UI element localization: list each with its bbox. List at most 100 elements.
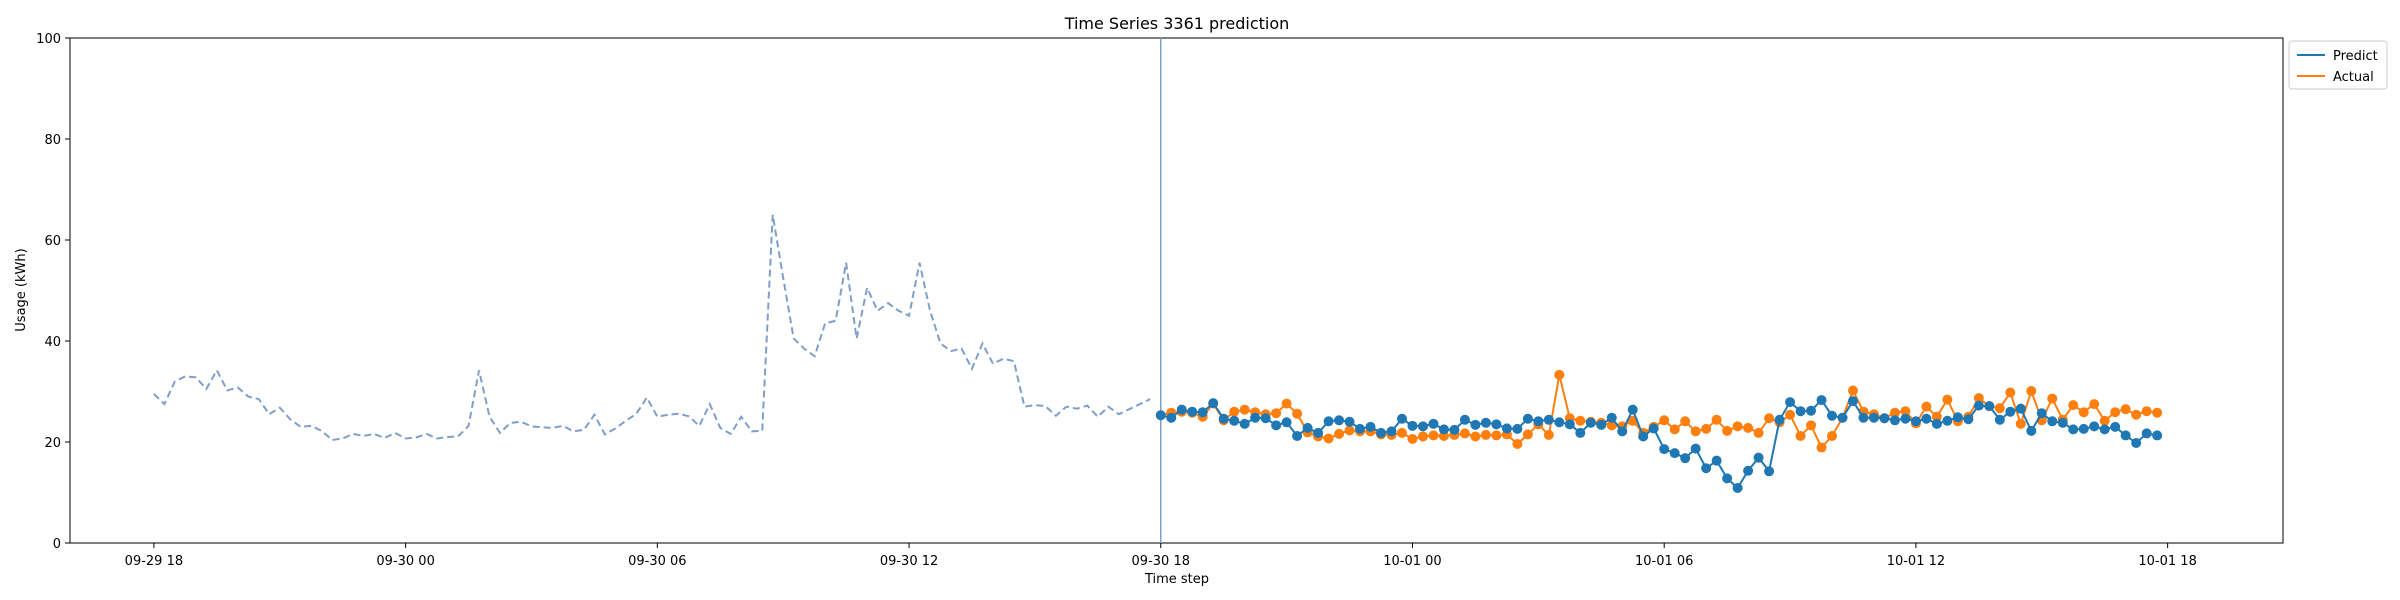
predict-point [1942,415,1953,426]
actual-point [1795,430,1806,441]
predict-point [1208,398,1219,409]
predict-point [2099,424,2110,435]
predict-point [1260,413,1271,424]
predict-point [1575,427,1586,438]
actual-point [2015,418,2026,429]
actual-point [1785,409,1796,420]
predict-point [1931,418,1942,429]
predict-point [1659,444,1670,455]
predict-point [1627,404,1638,415]
actual-point [1428,430,1439,441]
predict-point [1239,418,1250,429]
series-layer [153,38,2163,543]
predict-point [1564,419,1575,430]
actual-point [1334,428,1345,439]
predict-point [1281,417,1292,428]
y-tick-label: 40 [44,335,61,350]
actual-point [1701,423,1712,434]
predict-point [2120,430,2131,441]
predict-point [1365,421,1376,432]
actual-point [1575,415,1586,426]
predict-point [2026,425,2037,436]
actual-point [1417,431,1428,442]
predict-point [1428,418,1439,429]
actual-point [2026,385,2037,396]
actual-point [1239,404,1250,415]
predict-point [1617,426,1628,437]
x-tick-label: 09-30 00 [376,554,434,569]
y-axis-label: Usage (kWh) [14,248,29,331]
predict-point [1512,423,1523,434]
predict-point [1480,417,1491,428]
predict-point [2057,417,2068,428]
predict-point [1554,417,1565,428]
predict-point [1438,424,1449,435]
actual-point [1271,408,1282,419]
actual-point [1973,393,1984,404]
predict-point [1187,406,1198,417]
predict-point [2152,430,2163,441]
predict-point [1491,419,1502,430]
x-tick-label: 10-01 18 [2138,554,2196,569]
y-tick-label: 20 [44,436,61,451]
actual-point [1921,401,1932,412]
actual-point [1711,414,1722,425]
predict-point [1606,412,1617,423]
predict-point [1984,401,1995,412]
legend: Predict Actual [2288,40,2388,90]
y-tick-label: 100 [36,32,61,47]
predict-point [2005,406,2016,417]
y-tick-label: 80 [44,133,61,148]
predict-point [2015,403,2026,414]
predict-point [1197,407,1208,418]
actual-point [1323,433,1334,444]
y-tick-label: 0 [53,537,61,552]
actual-point [2099,415,2110,426]
predict-point [1963,414,1974,425]
actual-point [1680,416,1691,427]
predict-point [1459,414,1470,425]
x-axis: 09-29 18 09-30 00 09-30 06 09-30 12 09-30 18… [125,543,2197,569]
predict-point [1774,414,1785,425]
predict-point [1952,412,1963,423]
predict-point [1722,473,1733,484]
predict-point [1334,415,1345,426]
predict-point [2078,423,2089,434]
actual-point [2152,407,2163,418]
predict-point [1522,413,1533,424]
predict-point [1386,426,1397,437]
predict-point [1271,420,1282,431]
predict-point [1302,422,1313,433]
actual-point [1942,394,1953,405]
actual-point [1512,439,1523,450]
predict-point [1638,431,1649,442]
x-tick-label: 10-01 00 [1383,554,1441,569]
predict-point [2131,438,2142,449]
predict-point [1396,413,1407,424]
actual-point [2131,409,2142,420]
actual-point [2068,400,2079,411]
predict-point [1973,400,1984,411]
actual-point [1806,420,1817,431]
predict-point [1806,405,1817,416]
predict-point [1449,424,1460,435]
predict-point [1313,427,1324,438]
x-axis-label: Time step [1144,572,1209,587]
actual-point [1722,425,1733,436]
plot-area [69,37,2284,544]
predict-point [1155,410,1166,421]
x-tick-label: 09-30 06 [628,554,686,569]
predict-point [1858,412,1869,423]
predict-point [1868,412,1879,423]
predict-point [1543,414,1554,425]
predict-point [1344,416,1355,427]
predict-point [1816,395,1827,406]
predict-point [2110,421,2121,432]
predict-point [1764,466,1775,477]
actual-point [1396,427,1407,438]
predict-point [1889,415,1900,426]
predict-point [1847,396,1858,407]
predict-point [1585,417,1596,428]
predict-point [1355,423,1366,434]
